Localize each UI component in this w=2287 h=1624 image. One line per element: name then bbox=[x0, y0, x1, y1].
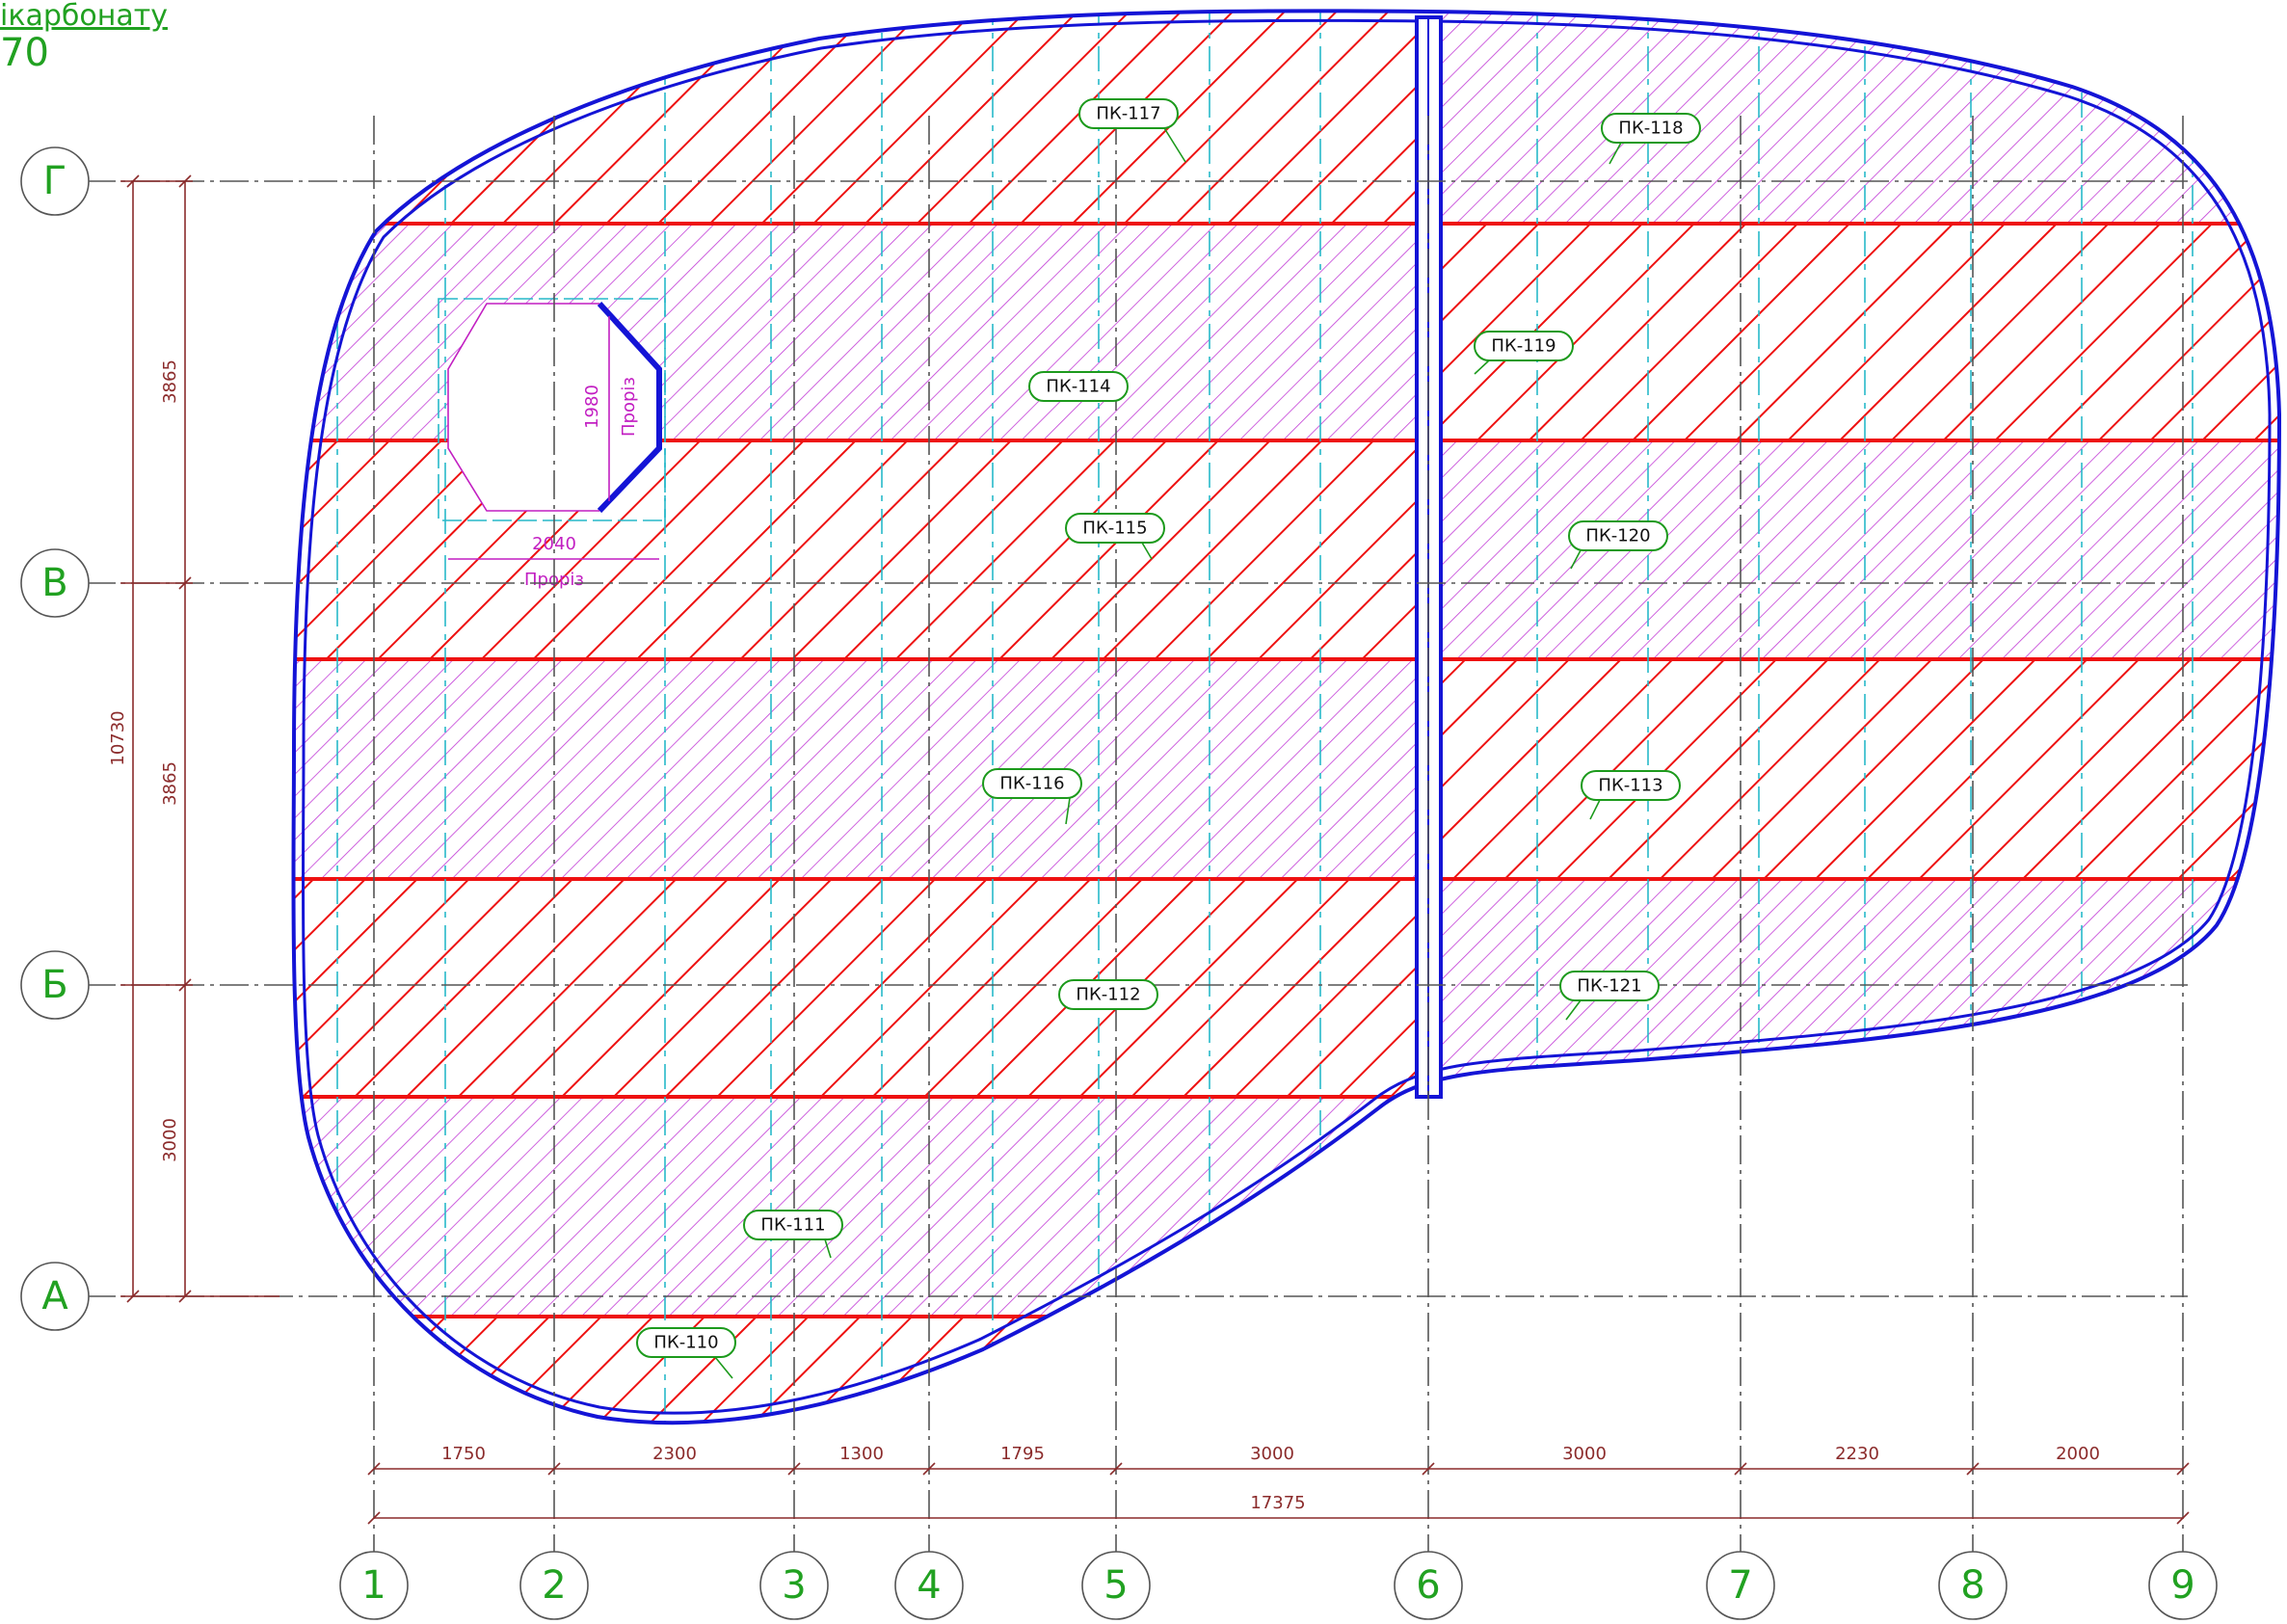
svg-text:ПК-117: ПК-117 bbox=[1096, 104, 1160, 124]
svg-text:Б: Б bbox=[41, 963, 67, 1007]
axis-marker-g: Г bbox=[20, 146, 90, 216]
panel-pk-113-area bbox=[1441, 659, 2280, 879]
panel-tag-pk-110: ПК-110 bbox=[636, 1327, 736, 1379]
dim-bottom-total: 17375 bbox=[1250, 1493, 1305, 1513]
dim-bottom-4: 1795 bbox=[1000, 1444, 1045, 1464]
panel-tag-pk-117: ПК-117 bbox=[1078, 98, 1186, 163]
svg-text:ПК-118: ПК-118 bbox=[1618, 119, 1683, 139]
svg-text:ПК-116: ПК-116 bbox=[999, 774, 1064, 794]
svg-text:2: 2 bbox=[542, 1563, 566, 1608]
panel-tag-pk-116: ПК-116 bbox=[982, 768, 1082, 825]
dim-bottom-5: 3000 bbox=[1250, 1444, 1294, 1464]
panel-pk-117-area bbox=[293, 11, 1417, 224]
svg-text:Г: Г bbox=[43, 159, 66, 203]
title-block: ікарбонату 70 bbox=[0, 0, 168, 75]
panel-pk-115-area bbox=[293, 440, 1417, 659]
svg-text:ПК-121: ПК-121 bbox=[1577, 976, 1641, 997]
svg-text:1: 1 bbox=[361, 1563, 386, 1608]
axis-marker-b: Б bbox=[20, 950, 90, 1020]
axis-marker-1: 1 bbox=[339, 1551, 409, 1620]
dim-left-3: 3000 bbox=[160, 1118, 180, 1162]
panel-pk-119-area bbox=[1441, 224, 2280, 440]
svg-text:А: А bbox=[41, 1274, 68, 1318]
slab-panels bbox=[293, 11, 2280, 1424]
panel-tag-pk-111: ПК-111 bbox=[743, 1210, 843, 1259]
svg-text:ПК-114: ПК-114 bbox=[1046, 377, 1110, 397]
opening-label-vertical: Проріз bbox=[619, 377, 639, 437]
svg-text:6: 6 bbox=[1416, 1563, 1440, 1608]
dim-bottom-1: 1750 bbox=[441, 1444, 486, 1464]
svg-text:ПК-120: ПК-120 bbox=[1585, 526, 1650, 546]
svg-text:ПК-115: ПК-115 bbox=[1082, 519, 1147, 539]
axis-marker-v: В bbox=[20, 548, 90, 618]
axis-marker-7: 7 bbox=[1706, 1551, 1775, 1620]
axis-marker-8: 8 bbox=[1938, 1551, 2008, 1620]
dim-left-total: 10730 bbox=[108, 710, 128, 765]
svg-text:3: 3 bbox=[782, 1563, 806, 1608]
dim-left-1: 3865 bbox=[160, 359, 180, 404]
axis-marker-6: 6 bbox=[1394, 1551, 1463, 1620]
panel-tag-pk-120: ПК-120 bbox=[1568, 520, 1668, 570]
svg-text:ПК-113: ПК-113 bbox=[1598, 776, 1662, 796]
panel-tag-pk-113: ПК-113 bbox=[1581, 770, 1681, 820]
svg-text:5: 5 bbox=[1104, 1563, 1128, 1608]
panel-pk-116-area bbox=[293, 659, 1417, 879]
dim-bottom-2: 2300 bbox=[652, 1444, 697, 1464]
panel-tags: ПК-117 ПК-118 ПК-119 ПК-114 ПК-115 ПК-12… bbox=[636, 98, 1701, 1379]
axis-markers-horizontal: Г В Б А bbox=[20, 146, 90, 1331]
opening-width: 2040 bbox=[532, 534, 576, 554]
title-line-1: ікарбонату bbox=[0, 0, 168, 33]
opening-height: 1980 bbox=[582, 385, 602, 429]
axis-markers-vertical: 1 2 3 4 5 6 7 8 9 bbox=[339, 1551, 2218, 1620]
panel-pk-120-area bbox=[1441, 440, 2280, 659]
dim-bottom-8: 2000 bbox=[2056, 1444, 2100, 1464]
axis-marker-3: 3 bbox=[759, 1551, 829, 1620]
svg-text:8: 8 bbox=[1960, 1563, 1984, 1608]
panel-tag-pk-114: ПК-114 bbox=[1028, 371, 1129, 402]
svg-text:9: 9 bbox=[2170, 1563, 2194, 1608]
svg-text:ПК-110: ПК-110 bbox=[653, 1333, 718, 1353]
title-line-2: 70 bbox=[0, 31, 49, 75]
svg-text:7: 7 bbox=[1728, 1563, 1752, 1608]
axis-marker-9: 9 bbox=[2148, 1551, 2218, 1620]
axis-marker-4: 4 bbox=[894, 1551, 964, 1620]
dim-bottom-3: 1300 bbox=[839, 1444, 884, 1464]
svg-text:ПК-119: ПК-119 bbox=[1491, 336, 1556, 357]
svg-text:ПК-111: ПК-111 bbox=[760, 1215, 825, 1236]
panel-tag-pk-118: ПК-118 bbox=[1601, 113, 1701, 165]
axis-marker-2: 2 bbox=[519, 1551, 589, 1620]
svg-text:В: В bbox=[41, 561, 67, 605]
axis-marker-5: 5 bbox=[1081, 1551, 1151, 1620]
panel-pk-112-area bbox=[293, 879, 1417, 1097]
dim-bottom-7: 2230 bbox=[1835, 1444, 1879, 1464]
dim-bottom-6: 3000 bbox=[1562, 1444, 1607, 1464]
panel-tag-pk-119: ПК-119 bbox=[1474, 331, 1574, 375]
panel-pk-111-area bbox=[293, 1097, 1417, 1317]
svg-text:ПК-112: ПК-112 bbox=[1076, 985, 1140, 1005]
dim-left-2: 3865 bbox=[160, 761, 180, 806]
left-dimensions: 3865 3865 3000 10730 bbox=[108, 174, 279, 1303]
panel-tag-pk-112: ПК-112 bbox=[1058, 979, 1158, 1010]
svg-text:4: 4 bbox=[917, 1563, 941, 1608]
panel-tag-pk-121: ПК-121 bbox=[1559, 971, 1660, 1021]
panel-tag-pk-115: ПК-115 bbox=[1065, 513, 1165, 560]
grid-lines bbox=[87, 116, 2188, 1554]
bottom-dimensions: 1750 2300 1300 1795 3000 3000 2230 2000 … bbox=[367, 1444, 2190, 1525]
axis-marker-a: А bbox=[20, 1262, 90, 1331]
